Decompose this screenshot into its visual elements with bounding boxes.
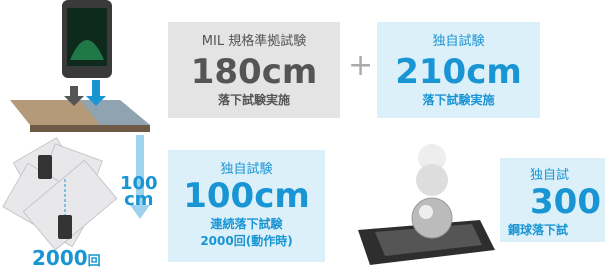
steel-ball: [412, 198, 452, 238]
test-value: 100cm: [168, 177, 325, 215]
ball-highlight: [419, 205, 433, 219]
count-label: 2000回: [32, 246, 101, 270]
test-description: 落下試験実施: [377, 91, 540, 108]
test-value: 180cm: [168, 53, 340, 91]
test-value: 210cm: [377, 53, 540, 91]
phone-small: [38, 155, 52, 179]
ball-trail: [416, 164, 448, 196]
test-value: 300: [530, 183, 605, 221]
count-unit: 回: [88, 254, 101, 269]
plus-sign: +: [348, 48, 373, 83]
count-value: 2000: [32, 246, 88, 270]
test-detail: 2000回(動作時): [168, 232, 325, 249]
test-description: 落下試験実施: [168, 91, 340, 108]
test-description: 連続落下試験: [168, 215, 325, 232]
floor-edge: [30, 125, 150, 132]
test-description: 鋼球落下試: [508, 221, 605, 238]
test-label: 独自試験: [168, 158, 325, 177]
test-card: MIL 規格準拠試験 180cm 落下試験実施: [168, 22, 340, 118]
phone-small: [58, 215, 72, 239]
test-label: 独自試: [530, 164, 605, 183]
drop-illustration: [0, 0, 165, 140]
test-card: 独自試験 210cm 落下試験実施: [377, 22, 540, 118]
ball-illustration: [350, 140, 500, 270]
page: MIL 規格準拠試験 180cm 落下試験実施 + 独自試験 210cm 落下試…: [0, 0, 605, 270]
test-label: MIL 規格準拠試験: [168, 30, 340, 49]
test-card: 独自試 300 鋼球落下試: [500, 158, 605, 242]
test-label: 独自試験: [377, 30, 540, 49]
height-unit: cm: [120, 192, 158, 208]
test-card: 独自試験 100cm 連続落下試験 2000回(動作時): [168, 150, 325, 262]
height-label: 100 cm: [120, 176, 158, 208]
